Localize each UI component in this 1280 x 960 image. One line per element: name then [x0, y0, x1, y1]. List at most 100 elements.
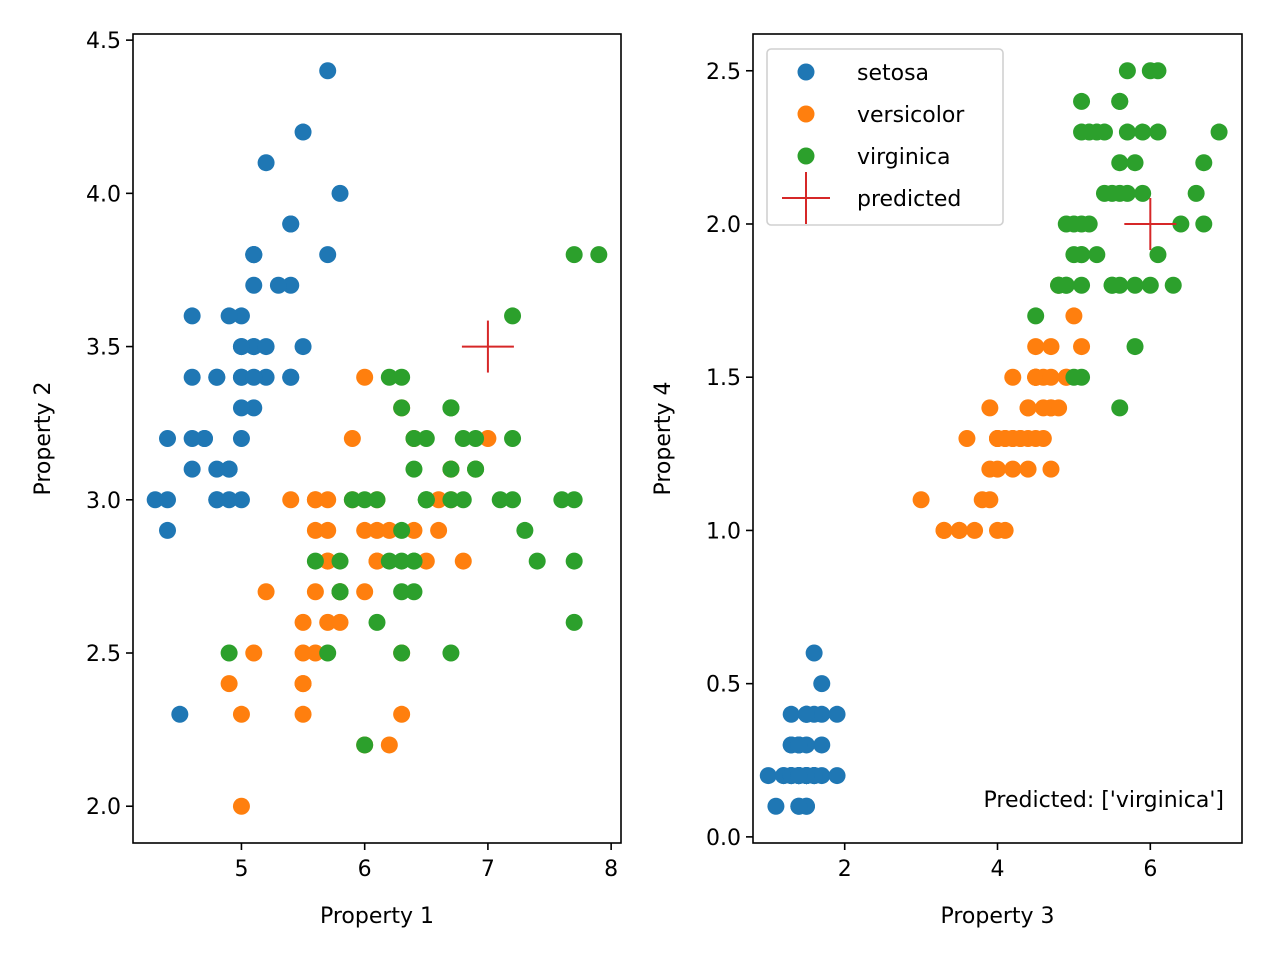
data-point-versicolor [935, 521, 953, 539]
series-virginica [1027, 62, 1228, 417]
data-point-setosa [257, 368, 275, 386]
data-point-virginica [393, 552, 411, 570]
data-point-versicolor [405, 521, 423, 539]
data-point-setosa [282, 215, 300, 233]
data-point-versicolor [1027, 368, 1045, 386]
data-point-versicolor [319, 552, 337, 570]
data-point-virginica [393, 368, 411, 386]
data-point-setosa [208, 460, 226, 478]
legend-label-setosa: setosa [857, 61, 929, 86]
data-point-virginica [553, 491, 571, 509]
data-point-virginica [319, 644, 337, 662]
data-point-virginica [393, 521, 411, 539]
y-axis-label: Property 4 [651, 381, 676, 495]
data-point-setosa [220, 491, 238, 509]
data-point-setosa [245, 246, 263, 264]
data-point-virginica [442, 491, 460, 509]
data-point-versicolor [912, 491, 930, 509]
data-point-virginica [1210, 123, 1228, 141]
data-point-versicolor [966, 521, 984, 539]
data-point-virginica [1164, 276, 1182, 294]
data-point-versicolor [380, 521, 398, 539]
data-point-virginica [565, 491, 583, 509]
legend-marker-predicted [782, 172, 830, 224]
data-point-versicolor [368, 521, 386, 539]
data-point-setosa [269, 276, 287, 294]
data-point-versicolor [1004, 368, 1022, 386]
data-point-virginica [467, 460, 485, 478]
data-point-setosa [282, 368, 300, 386]
data-point-virginica [1073, 276, 1091, 294]
data-point-virginica [504, 430, 522, 447]
data-point-setosa [232, 491, 250, 509]
data-point-virginica [356, 491, 374, 509]
data-point-setosa [183, 368, 201, 386]
data-point-versicolor [282, 491, 300, 509]
data-point-virginica [565, 552, 583, 570]
data-point-virginica [1149, 246, 1167, 264]
right-scatter-panel: 2 4 6 0.0 0.5 1.0 1.5 2.0 2.5 Property 3 Property … [651, 33, 1243, 929]
data-point-setosa [183, 307, 201, 325]
data-point-setosa [232, 368, 250, 386]
data-point-versicolor [331, 613, 349, 631]
data-point-versicolor [356, 368, 374, 386]
data-point-virginica [1118, 62, 1136, 80]
data-point-setosa [245, 399, 263, 417]
series-virginica [220, 246, 608, 754]
data-point-setosa [159, 521, 177, 539]
y-tick-label: 0.0 [706, 826, 741, 851]
y-axis-label: Property 2 [31, 381, 56, 495]
data-point-setosa [813, 736, 831, 754]
data-point-virginica [467, 430, 485, 447]
data-point-virginica [1111, 399, 1129, 417]
x-tick-label: 6 [1143, 857, 1157, 882]
data-point-setosa [183, 460, 201, 478]
x-tick-label: 7 [481, 857, 495, 882]
data-point-virginica [1134, 184, 1152, 202]
y-tick-label: 3.0 [86, 489, 121, 514]
data-point-versicolor [306, 521, 324, 539]
data-point-virginica [442, 644, 460, 662]
data-point-virginica [1080, 123, 1098, 141]
data-point-virginica [1118, 123, 1136, 141]
data-point-setosa [294, 123, 312, 141]
data-point-versicolor [1011, 430, 1029, 447]
y-tick-label: 3.5 [86, 336, 121, 361]
data-point-versicolor [1065, 307, 1083, 325]
data-point-versicolor [1034, 399, 1052, 417]
data-point-virginica [565, 246, 583, 264]
x-tick-label: 4 [991, 857, 1005, 882]
data-point-versicolor [319, 521, 337, 539]
data-point-setosa [232, 307, 250, 325]
data-point-virginica [442, 399, 460, 417]
data-point-versicolor [343, 430, 361, 447]
x-tick-label: 6 [358, 857, 372, 882]
data-point-versicolor [1004, 460, 1022, 478]
data-point-setosa [208, 368, 226, 386]
data-point-setosa [159, 491, 177, 509]
data-point-setosa [257, 154, 275, 172]
data-point-versicolor [294, 613, 312, 631]
data-point-virginica [454, 430, 472, 447]
data-point-versicolor [454, 552, 472, 570]
data-point-virginica [1050, 276, 1068, 294]
data-point-virginica [405, 460, 423, 478]
data-point-virginica [306, 552, 324, 570]
data-point-setosa [195, 430, 213, 447]
data-point-versicolor [356, 521, 374, 539]
data-point-versicolor [380, 736, 398, 754]
data-point-virginica [1126, 338, 1144, 356]
y-tick-label: 4.5 [86, 29, 121, 54]
data-point-versicolor [356, 583, 374, 601]
data-point-versicolor [973, 491, 991, 509]
legend-marker-versicolor [797, 105, 815, 123]
data-point-virginica [331, 552, 349, 570]
data-point-setosa [828, 705, 846, 723]
data-point-virginica [504, 307, 522, 325]
data-point-virginica [405, 552, 423, 570]
x-tick-label: 8 [604, 857, 618, 882]
data-point-setosa [245, 276, 263, 294]
data-point-versicolor [368, 552, 386, 570]
data-point-versicolor [306, 583, 324, 601]
data-point-virginica [405, 583, 423, 601]
